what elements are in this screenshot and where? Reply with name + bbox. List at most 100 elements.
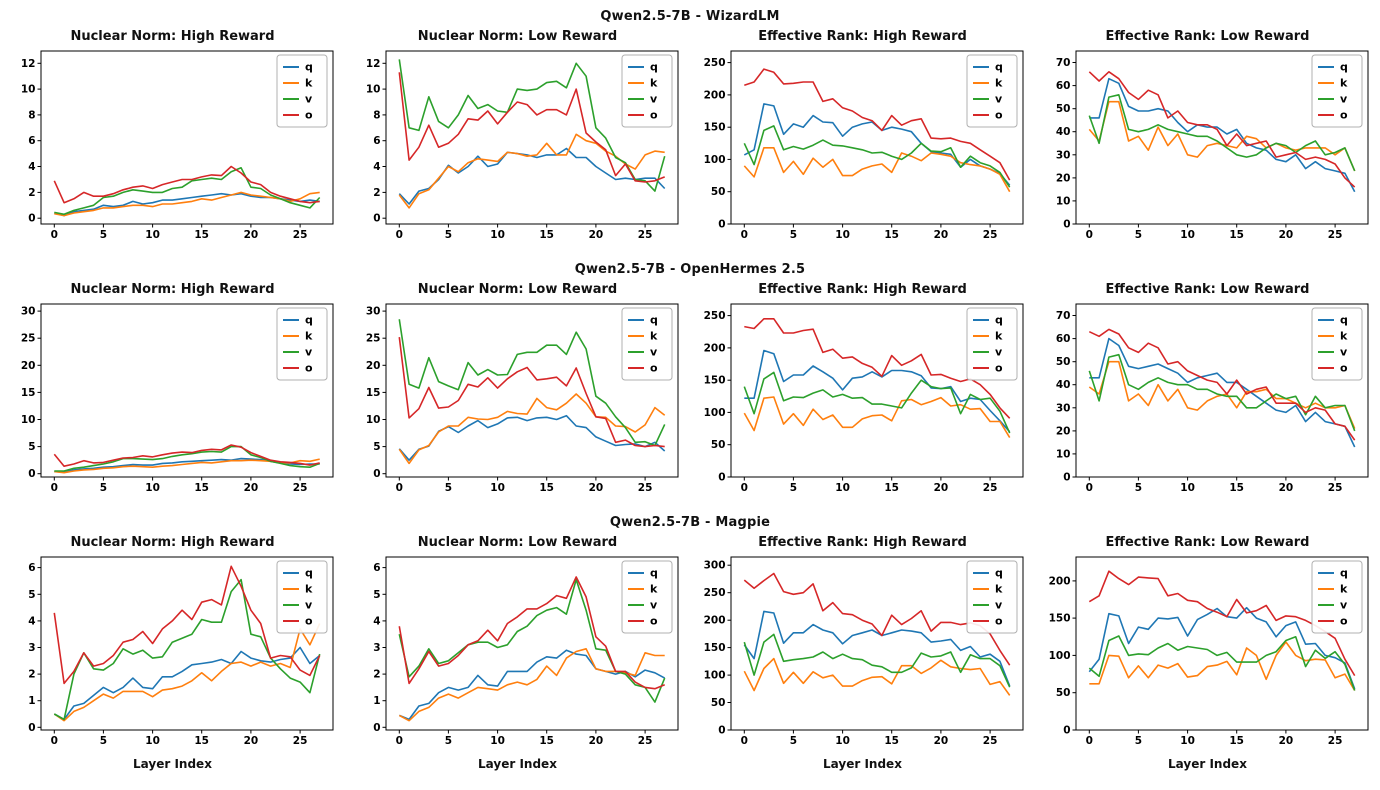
axes-frame [40,556,333,731]
x-tick-label: 25 [1327,229,1342,241]
y-tick-label: 0 [718,725,725,737]
x-tick-label: 10 [490,482,505,494]
legend-box [966,54,1017,128]
x-tick-label: 0 [740,735,747,747]
y-tick-label: 10 [1055,195,1070,207]
x-tick-label: 5 [444,735,451,747]
y-tick-label: 3 [373,642,380,654]
y-tick-label: 30 [365,306,380,318]
y-tick-label: 3 [28,642,35,654]
x-tick-label: 20 [588,482,603,494]
series-line-o [398,576,665,690]
legend-label-o: o [650,362,658,375]
series-line-k [398,133,665,209]
x-tick-label: 0 [1085,482,1092,494]
x-tick-label: 20 [588,229,603,241]
y-tick-label: 30 [1055,149,1070,161]
y-tick-label: 0 [718,472,725,484]
series-line-v [743,633,1010,688]
legend-label-q: q [1340,567,1348,580]
plot-title: Effective Rank: High Reward [758,29,967,44]
x-tick-label: 25 [1327,482,1342,494]
legend-label-q: q [305,567,313,580]
x-tick-label: 5 [1134,482,1141,494]
legend-label-k: k [305,583,313,596]
x-tick-label: 25 [292,735,307,747]
legend-label-k: k [305,330,313,343]
legend-label-k: k [305,77,313,90]
y-tick-label: 6 [28,135,35,147]
legend-label-v: v [1340,93,1348,106]
y-tick-label: 2 [28,187,35,199]
legend-label-k: k [995,77,1003,90]
y-tick-label: 0 [373,213,380,225]
legend-label-v: v [305,93,313,106]
y-tick-label: 2 [373,669,380,681]
y-tick-label: 150 [703,642,725,654]
x-axis-label: Layer Index [823,757,902,771]
x-tick-label: 15 [539,482,554,494]
legend-label-v: v [1340,599,1348,612]
row-grid: Nuclear Norm: High Reward 0 5 10 15 20 25 0 5 10… [0,280,1380,503]
subplot-magpie-effective-rank-low: Effective Rank: Low Reward 0 5 10 15 20 25 0 50… [1035,533,1380,773]
y-tick-label: 6 [28,562,35,574]
y-tick-label: 4 [28,161,35,173]
series-line-o [1088,570,1355,677]
x-tick-label: 10 [835,229,850,241]
y-tick-label: 20 [1055,172,1070,184]
series-line-q [743,349,1010,433]
series-line-k [1088,641,1355,691]
subplot-magpie-nuclear-norm-high: Nuclear Norm: High Reward 0 5 10 15 20 25 0 1 2 3… [0,533,345,773]
legend-label-o: o [305,615,313,628]
subplot-magpie-effective-rank-high: Effective Rank: High Reward 0 5 10 15 20 25 0 5… [690,533,1035,773]
x-tick-label: 10 [1180,735,1195,747]
y-tick-label: 5 [28,589,35,601]
y-tick-label: 12 [365,58,380,70]
x-tick-label: 20 [933,735,948,747]
series-line-o [398,72,665,183]
legend-label-v: v [650,599,658,612]
legend-label-k: k [650,330,658,343]
x-tick-label: 10 [835,735,850,747]
y-tick-label: 70 [1055,310,1070,322]
series-line-q [743,610,1010,687]
y-tick-label: 60 [1055,333,1070,345]
legend-label-v: v [305,599,313,612]
series-line-o [53,565,320,685]
y-tick-label: 30 [20,306,35,318]
x-tick-label: 25 [637,735,652,747]
legend-label-v: v [650,93,658,106]
y-tick-label: 200 [703,342,725,354]
y-tick-label: 4 [373,161,380,173]
plot-title: Nuclear Norm: Low Reward [417,29,618,44]
legend-box [966,560,1017,634]
y-tick-label: 70 [1055,57,1070,69]
x-tick-label: 0 [1085,229,1092,241]
y-tick-label: 250 [703,587,725,599]
legend-box [276,54,327,128]
x-tick-label: 15 [1229,229,1244,241]
series-line-o [743,68,1010,181]
subplot-openhermes-effective-rank-low: Effective Rank: Low Reward 0 5 10 15 20 25 0 10… [1035,280,1380,503]
x-tick-label: 10 [835,482,850,494]
legend-box [966,307,1017,381]
series-line-o [1088,328,1355,441]
plot-title: Effective Rank: Low Reward [1105,535,1310,550]
y-tick-label: 200 [703,89,725,101]
x-tick-label: 25 [292,229,307,241]
series-line-v [398,59,665,192]
y-tick-label: 150 [703,375,725,387]
legend-label-o: o [995,615,1003,628]
